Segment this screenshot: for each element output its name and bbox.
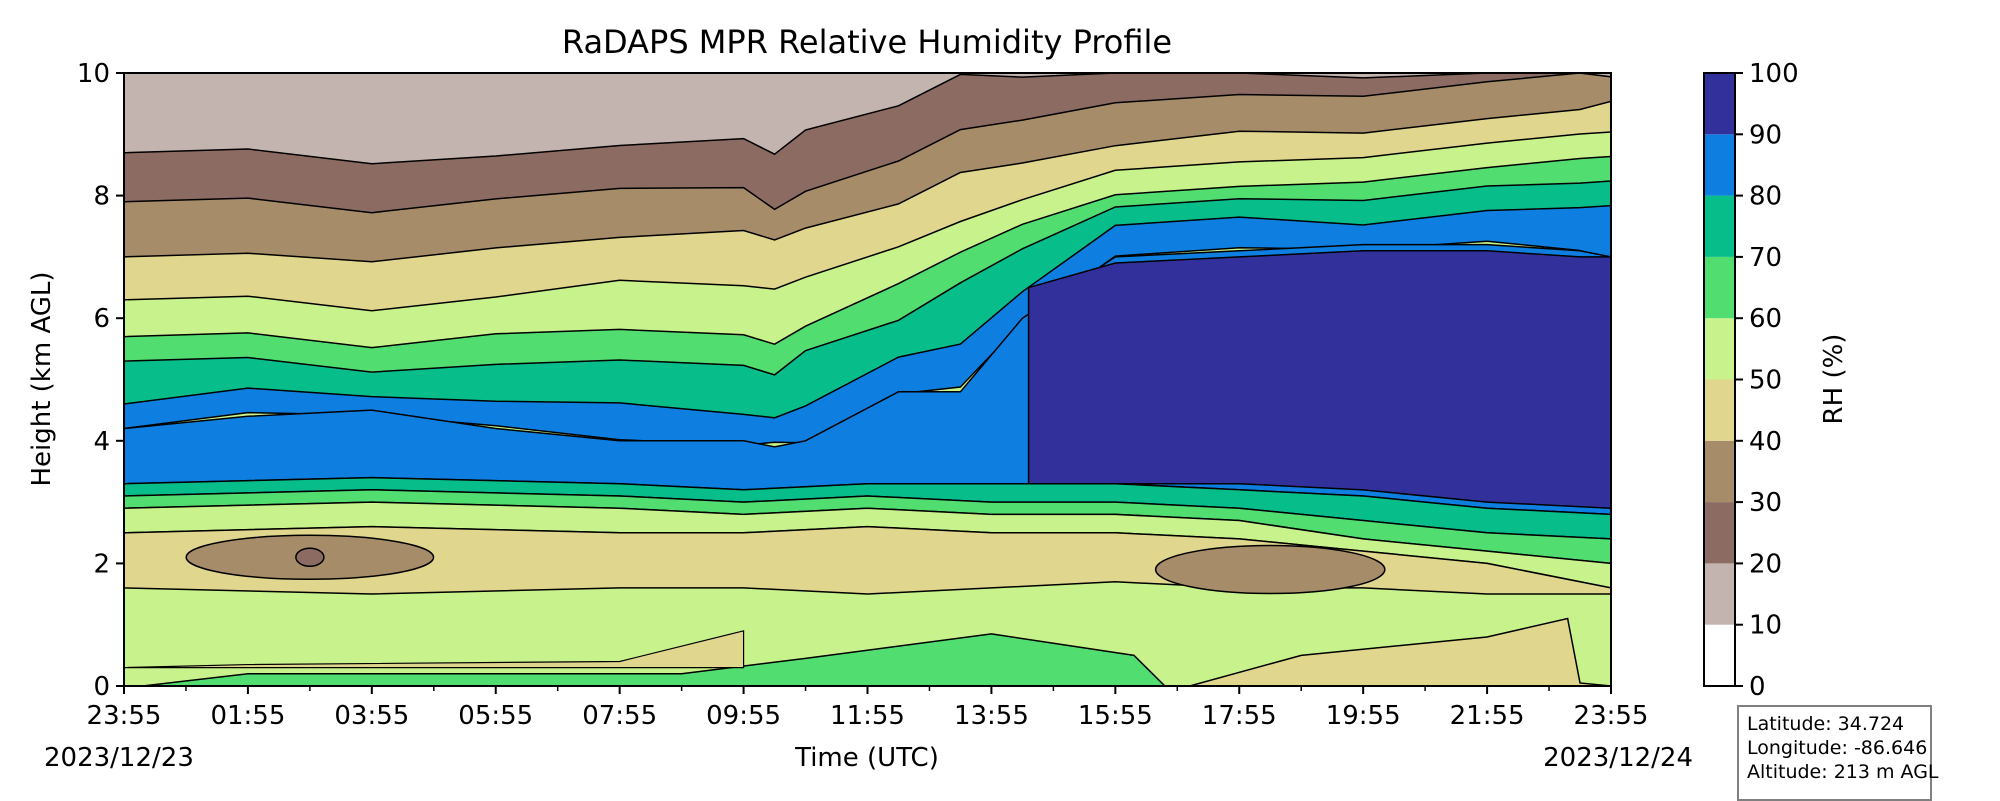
y-tick-label: 8: [93, 182, 110, 212]
colorbar-segment: [1704, 134, 1735, 196]
y-tick-label: 6: [93, 304, 110, 334]
colorbar-tick-label: 90: [1749, 120, 1782, 150]
colorbar-segment: [1704, 256, 1735, 319]
y-tick-label: 2: [93, 549, 110, 579]
x-tick-label: 23:55: [87, 701, 162, 731]
colorbar-tick-label: 10: [1749, 611, 1782, 641]
x-tick-label: 01:55: [210, 701, 285, 731]
colorbar-segment: [1704, 563, 1735, 625]
x-tick-label: 13:55: [954, 701, 1029, 731]
band-10-20: [124, 73, 1611, 165]
colorbar-tick-label: 60: [1749, 304, 1782, 334]
colorbar-segment: [1704, 73, 1735, 135]
start-date-label: 2023/12/23: [44, 743, 194, 773]
surface-dry-band-right: [1189, 617, 1611, 686]
x-axis: 23:55 01:55 03:55 05:55 07:55 09:55 11:55 13:55…: [87, 686, 1649, 731]
longitude-text: Longitude: -86.646: [1747, 737, 1928, 759]
x-tick-label: 11:55: [830, 701, 905, 731]
x-tick-label: 23:55: [1574, 701, 1649, 731]
colorbar-tick-label: 20: [1749, 549, 1782, 579]
plot-area: [124, 73, 1611, 686]
x-tick-label: 21:55: [1450, 701, 1525, 731]
colorbar-tick-label: 40: [1749, 427, 1782, 457]
x-tick-label: 03:55: [334, 701, 409, 731]
x-tick-label: 09:55: [706, 701, 781, 731]
colorbar-label: RH (%): [1819, 334, 1849, 425]
colorbar-segment: [1704, 624, 1735, 686]
x-tick-label: 17:55: [1202, 701, 1277, 731]
colorbar-tick-label: 0: [1749, 672, 1766, 702]
y-tick-label: 10: [77, 59, 110, 89]
colorbar-segment: [1704, 440, 1735, 503]
chart-title: RaDAPS MPR Relative Humidity Profile: [562, 23, 1172, 61]
surface-dry-band-left: [124, 630, 745, 669]
colorbar-tick-label: 70: [1749, 243, 1782, 273]
dry-pocket-core: [295, 547, 325, 568]
band-90-100-core: [1027, 250, 1611, 509]
colorbar: 0 10 20 30 40 50 60 70 80 90 100: [1703, 59, 1799, 702]
colorbar-segment: [1704, 318, 1735, 380]
colorbar-segment: [1704, 379, 1735, 441]
surface-moist-band: [142, 633, 1166, 686]
x-tick-label: 07:55: [582, 701, 657, 731]
colorbar-tick-label: 80: [1749, 182, 1782, 212]
x-tick-label: 05:55: [458, 701, 533, 731]
x-axis-label: Time (UTC): [794, 743, 939, 773]
colorbar-segment: [1704, 195, 1735, 257]
latitude-text: Latitude: 34.724: [1747, 713, 1905, 735]
colorbar-tick-label: 50: [1749, 366, 1782, 396]
x-tick-label: 19:55: [1326, 701, 1401, 731]
y-tick-label: 4: [93, 427, 110, 457]
colorbar-tick-label: 30: [1749, 488, 1782, 518]
dry-pocket-right: [1154, 544, 1386, 595]
y-axis: 0 2 4 6 8 10: [77, 59, 124, 702]
colorbar-tick-label: 100: [1749, 59, 1799, 89]
colorbar-segment: [1704, 502, 1735, 564]
y-tick-label: 0: [93, 672, 110, 702]
end-date-label: 2023/12/24: [1543, 743, 1693, 773]
altitude-text: Altitude: 213 m AGL: [1747, 761, 1939, 783]
station-info-box: Latitude: 34.724 Longitude: -86.646 Alti…: [1737, 705, 1939, 801]
x-tick-label: 15:55: [1078, 701, 1153, 731]
y-axis-label: Height (km AGL): [27, 271, 57, 486]
